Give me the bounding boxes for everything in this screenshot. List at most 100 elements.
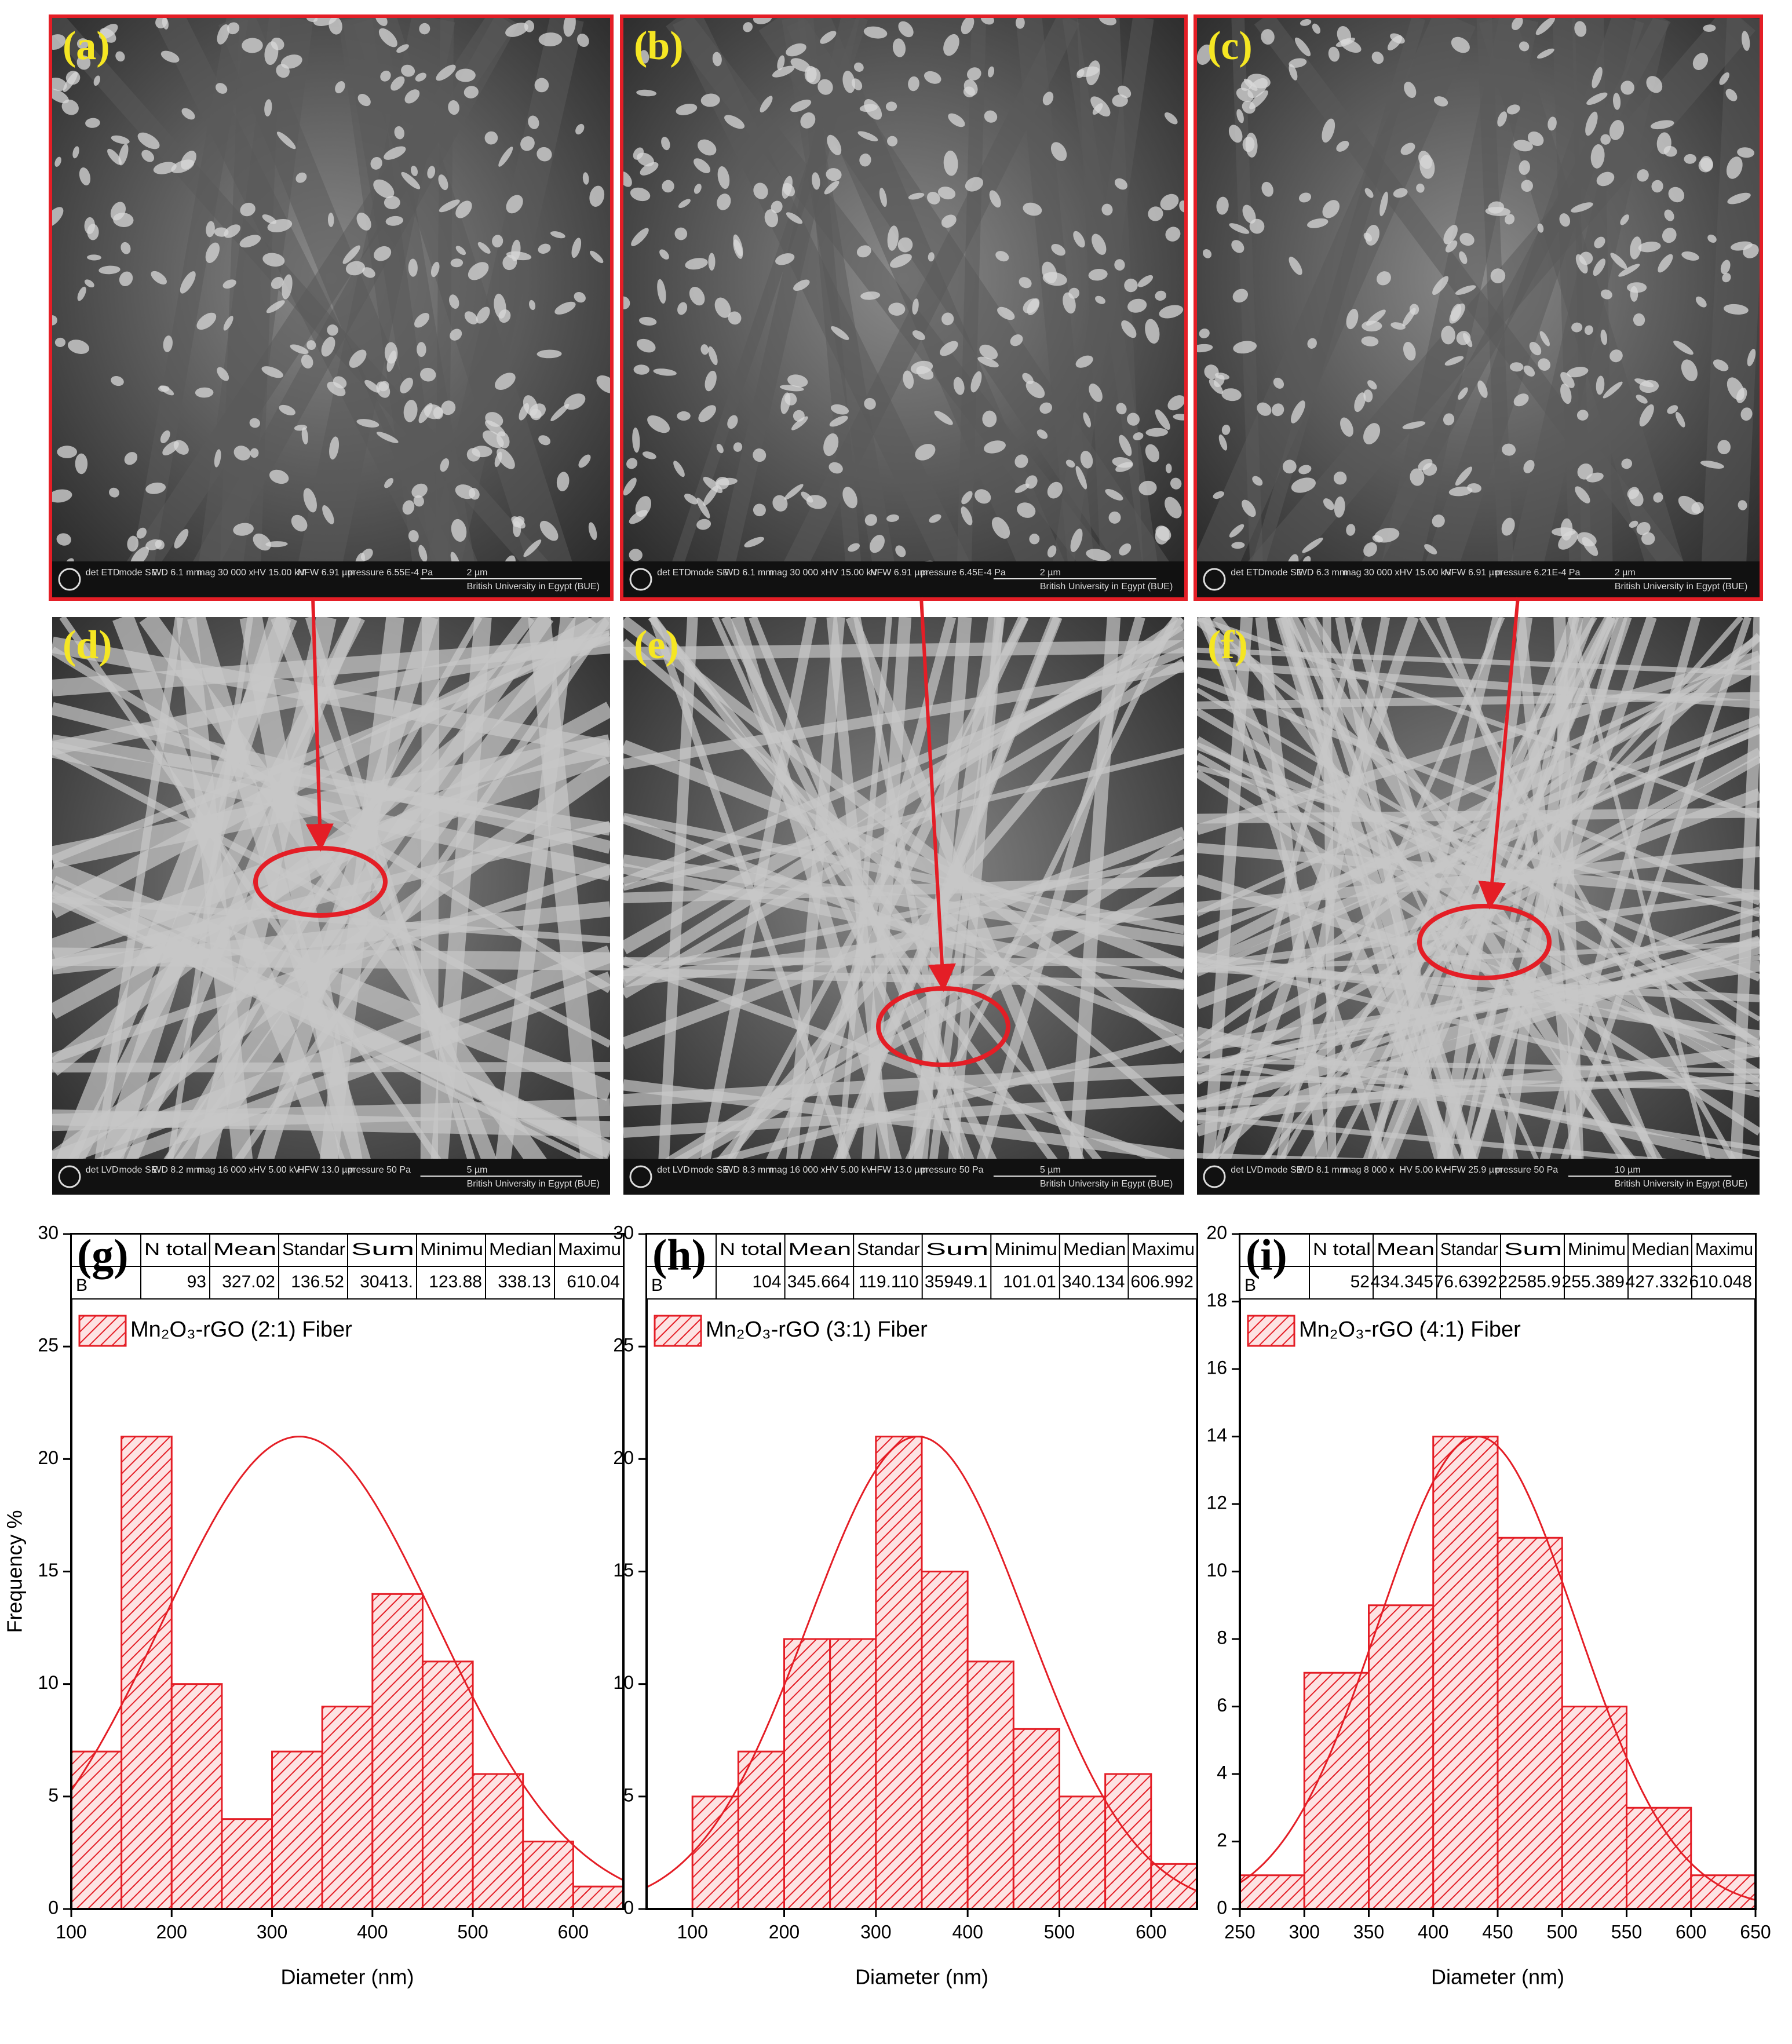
particle xyxy=(463,86,479,98)
particle xyxy=(414,312,430,328)
particle xyxy=(1501,517,1515,536)
particle xyxy=(180,271,196,294)
particle xyxy=(1236,87,1254,102)
particle xyxy=(1509,362,1524,372)
info-text: mode SE xyxy=(119,1165,158,1175)
texture xyxy=(623,617,1184,1195)
particle xyxy=(109,487,119,498)
table-row-label: B xyxy=(1244,1276,1256,1295)
particle xyxy=(677,302,688,315)
particle xyxy=(753,448,767,462)
particle xyxy=(892,38,906,57)
particle xyxy=(1155,409,1170,430)
particle xyxy=(910,360,933,374)
particle xyxy=(1455,466,1473,486)
particle xyxy=(536,147,552,162)
y-tick-label: 14 xyxy=(1206,1425,1227,1446)
x-tick-label: 650 xyxy=(1740,1921,1771,1942)
particle xyxy=(1651,180,1663,193)
info-text: mode SE xyxy=(691,1165,729,1175)
table-cell: 35949.1 xyxy=(925,1272,987,1291)
histogram-bar xyxy=(1626,1806,1692,1910)
particle xyxy=(712,52,722,67)
particle xyxy=(1424,544,1437,554)
particle xyxy=(1164,112,1178,125)
particle xyxy=(121,242,131,254)
particle xyxy=(717,194,731,210)
particle xyxy=(689,286,705,306)
particle xyxy=(401,171,421,189)
info-text: det LVD xyxy=(86,1165,119,1175)
table-cell: 101.01 xyxy=(1003,1272,1056,1291)
particle xyxy=(753,503,766,517)
particle xyxy=(1455,285,1476,295)
particle xyxy=(1232,289,1249,303)
particle xyxy=(1362,320,1382,332)
info-text: British University in Egypt (BUE) xyxy=(1615,1179,1747,1189)
y-tick-label: 10 xyxy=(38,1672,59,1693)
particle xyxy=(753,183,768,199)
particle xyxy=(498,309,511,323)
particle xyxy=(477,242,491,254)
histogram-bar xyxy=(1432,1436,1499,1910)
table-cell: 123.88 xyxy=(429,1272,482,1291)
histogram-bar xyxy=(170,1683,223,1910)
particle xyxy=(438,174,448,191)
particle xyxy=(1519,160,1530,175)
particle xyxy=(1512,18,1523,31)
particle xyxy=(1527,131,1544,147)
particle xyxy=(303,488,317,513)
particle xyxy=(1025,475,1038,489)
particle xyxy=(390,76,405,91)
fiber xyxy=(623,874,1184,1195)
fiber xyxy=(623,647,1184,887)
y-tick-label: 30 xyxy=(613,1222,634,1243)
particle xyxy=(1300,19,1312,26)
particle xyxy=(629,510,648,524)
fiber xyxy=(1197,676,1760,906)
particle xyxy=(1416,183,1425,193)
histogram-bar xyxy=(875,1436,923,1910)
info-text: det ETD xyxy=(1231,568,1265,578)
particle xyxy=(360,548,373,561)
particle xyxy=(111,376,124,386)
particle xyxy=(145,482,166,494)
table-header: N total xyxy=(1313,1240,1371,1259)
table-cell: 427.332 xyxy=(1626,1272,1688,1291)
particle xyxy=(912,298,919,315)
histogram-bar xyxy=(1497,1536,1563,1910)
particle xyxy=(1560,372,1575,388)
particle xyxy=(842,487,857,509)
info-text: HFW 6.91 µm xyxy=(298,568,355,578)
fiber xyxy=(1197,617,1760,1050)
particle xyxy=(127,535,139,552)
particle xyxy=(1720,260,1731,275)
particle xyxy=(1023,202,1042,216)
particle xyxy=(1393,188,1408,198)
particle xyxy=(1410,468,1425,486)
particle xyxy=(1231,240,1244,253)
particle xyxy=(1080,451,1093,469)
y-tick-label: 0 xyxy=(623,1897,634,1918)
particle xyxy=(408,258,418,277)
particle xyxy=(697,139,717,156)
fiber xyxy=(353,18,582,597)
particle xyxy=(895,545,906,557)
particle xyxy=(733,442,743,452)
particle xyxy=(378,28,397,48)
particle xyxy=(589,250,604,264)
particle xyxy=(1155,290,1166,301)
logo xyxy=(1203,568,1226,591)
fiber xyxy=(1275,617,1457,1195)
particle xyxy=(329,18,342,35)
particle xyxy=(564,393,586,410)
table-cell: 119.110 xyxy=(859,1272,919,1291)
particle xyxy=(1609,349,1623,363)
particle xyxy=(384,196,400,210)
particle xyxy=(450,329,462,341)
fiber xyxy=(52,734,610,836)
particle xyxy=(222,279,236,289)
particle xyxy=(56,533,71,546)
particle xyxy=(1042,261,1057,283)
